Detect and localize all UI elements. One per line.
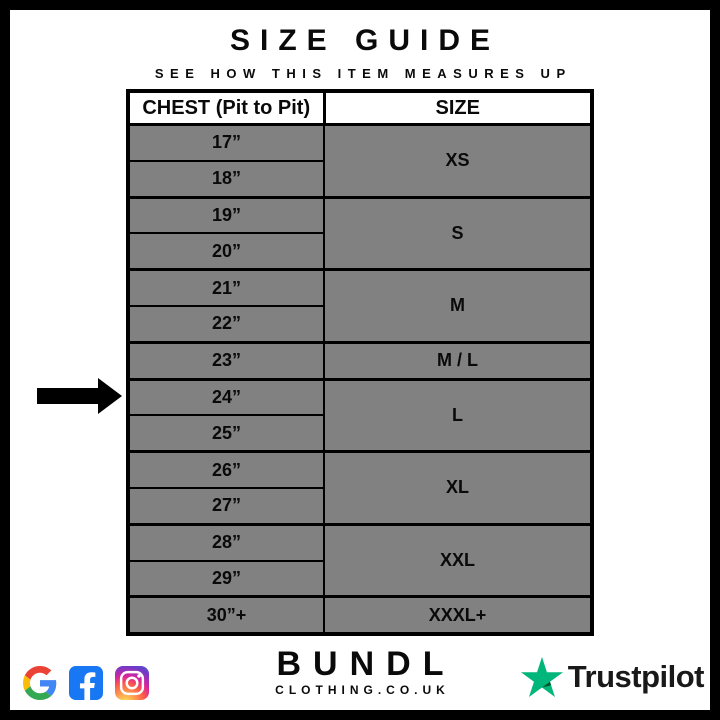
chest-cell-21: 21” [127,268,325,307]
arrow-head [98,378,122,414]
table-row: 17” XS [127,123,593,199]
chest-cell-25: 25” [127,414,325,453]
table-row: 19” S [127,195,593,271]
table-header-row: CHEST (Pit to Pit) SIZE [126,89,594,126]
chest-cell-17: 17” [127,123,325,162]
table-row: 25” [127,414,592,453]
arrow-shaft [37,388,99,404]
social-icons [23,666,149,700]
table-row: 28” XXL [127,522,593,598]
instagram-icon [115,666,149,700]
table-row: 22” [127,304,592,344]
google-icon [23,666,57,700]
chest-cell-18: 18” [127,159,325,199]
size-cell-xxxl-plus: XXXL+ [323,595,593,636]
chest-cell-24-highlighted: 24” [127,377,325,417]
table-row-highlighted: 24” L [127,377,593,453]
size-cell-xs: XS [323,123,593,199]
chest-cell-20: 20” [127,232,325,271]
table-row: 21” M [127,268,593,344]
size-cell-xxl: XXL [323,522,593,598]
selection-arrow [37,378,122,414]
size-cell-s: S [323,195,593,271]
trustpilot-logo: Trustpilot [520,657,705,697]
size-cell-l-highlighted: L [323,377,593,453]
table-row: 18” [127,159,592,199]
column-header-size: SIZE [322,89,594,126]
chest-cell-19: 19” [127,195,325,235]
footer: BUNDL CLOTHING.CO.UK Trustpilot [10,632,710,710]
chest-cell-23: 23” [127,340,325,381]
chest-cell-29: 29” [127,559,325,598]
table-row: 30”+ XXXL+ [127,595,593,636]
page-subtitle: SEE HOW THIS ITEM MEASURES UP [154,66,572,81]
size-guide-table: CHEST (Pit to Pit) SIZE 17” XS 18” 19” S… [126,89,594,637]
size-cell-xl: XL [323,450,593,526]
facebook-icon [69,666,103,700]
chest-cell-22: 22” [127,304,325,344]
size-guide-table-wrapper: CHEST (Pit to Pit) SIZE 17” XS 18” 19” S… [126,89,594,637]
table-row: 20” [127,232,592,271]
table-row: 23” M / L [127,340,593,381]
chest-cell-30plus: 30”+ [127,595,325,636]
chest-cell-28: 28” [127,522,325,562]
trustpilot-star-icon [520,657,563,697]
header: SIZE GUIDE SEE HOW THIS ITEM MEASURES UP [10,24,710,82]
size-cell-m: M [323,268,593,344]
table-row: 26” XL [127,450,593,526]
brand-name: BUNDL [276,645,456,683]
chest-cell-27: 27” [127,486,325,526]
size-cell-m-l: M / L [323,340,593,381]
page-title: SIZE GUIDE [229,24,501,57]
trustpilot-label: Trustpilot [567,659,705,694]
column-header-chest: CHEST (Pit to Pit) [126,89,326,126]
brand-domain: CLOTHING.CO.UK [275,683,450,697]
brand-logo: BUNDL CLOTHING.CO.UK [265,645,456,697]
table-row: 29” [127,559,592,598]
table-row: 27” [127,486,592,526]
chest-cell-26: 26” [127,450,325,489]
